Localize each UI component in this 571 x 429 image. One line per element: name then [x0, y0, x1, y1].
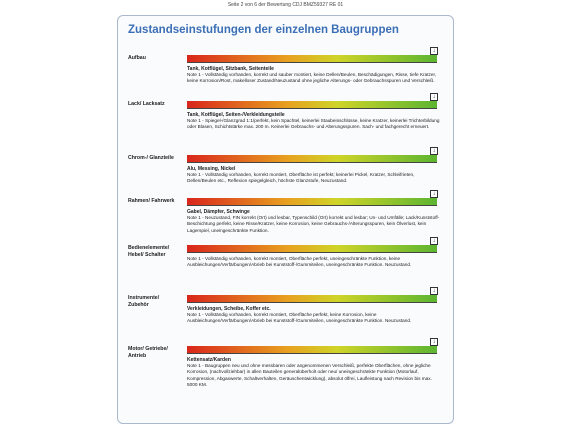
note: Note 1 - Vollständig vorhanden, korrekt … [187, 172, 415, 184]
section-label: Aufbau [128, 55, 146, 61]
section-text: Kettensatz/Karden Note 1 - Baugruppen neu… [187, 357, 442, 388]
parts: Gabel, Dämpfer, Schwinge [187, 209, 250, 215]
section-text: Verkleidungen, Scheibe, Koffer etc. Note … [187, 306, 442, 325]
rating-marker: ↓ [430, 147, 438, 155]
rating-bar [187, 245, 437, 253]
rating-bar [187, 155, 437, 163]
note: Note 1 - Vollständig vorhanden, korrekt … [187, 312, 412, 324]
section-label: Instrumente/ Zubehör [128, 295, 160, 308]
section-label: Bedienelemente/ Hebel/ Schalter [128, 245, 170, 258]
section-text: Alu, Messing, Nickel Note 1 - Vollständig… [187, 166, 442, 185]
parts: Tank, Kotflügel, Seiten-/Verkleidungstei… [187, 112, 285, 118]
section-text: Tank, Kotflügel, Seiten-/Verkleidungstei… [187, 112, 442, 131]
page-header: Seite 2 von 6 der Bewertung CDJ BMZ59327… [227, 2, 344, 8]
note: Note 1 - Vollständig vorhanden, korrekt … [187, 72, 437, 84]
section-label: Motor/ Getriebe/ Antrieb [128, 346, 168, 359]
note: Note 1 - Spiegel-/Glanzgrad 1:1/perfekt,… [187, 118, 440, 130]
parts: Kettensatz/Karden [187, 357, 231, 363]
rating-marker: ↓ [430, 190, 438, 198]
rating-bar [187, 346, 437, 354]
rating-marker: ↓ [430, 93, 438, 101]
rating-marker: ↓ [430, 287, 438, 295]
rating-marker: ↓ [430, 47, 438, 55]
note: Note 1 - Baugruppen neu und ohne messbar… [187, 363, 432, 387]
panel [117, 15, 454, 424]
note: Note 1 - Neuzustand, FIN korrekt (Ort) u… [187, 215, 440, 233]
section-text: Gabel, Dämpfer, Schwinge Note 1 - Neuzust… [187, 209, 442, 234]
section-label: Lack/ Lacksatz [128, 101, 165, 107]
parts: Verkleidungen, Scheibe, Koffer etc. [187, 306, 271, 312]
rating-bar [187, 101, 437, 109]
section-text: Note 1 - Vollständig vorhanden, korrekt … [187, 256, 442, 268]
rating-marker: ↓ [430, 237, 438, 245]
section-text: Tank, Kotflügel, Sitzbank, Seitenteile No… [187, 66, 442, 85]
parts: Alu, Messing, Nickel [187, 166, 236, 172]
note: Note 1 - Vollständig vorhanden, korrekt … [187, 256, 412, 268]
title: Zustandseinstufungen der einzelnen Baugr… [128, 24, 399, 36]
rating-bar [187, 198, 437, 206]
rating-marker: ↓ [430, 338, 438, 346]
rating-bar [187, 295, 437, 303]
section-label: Chrom-/ Glanzteile [128, 155, 174, 161]
parts: Tank, Kotflügel, Sitzbank, Seitenteile [187, 66, 274, 72]
rating-bar [187, 55, 437, 63]
section-label: Rahmen/ Fahrwerk [128, 198, 175, 204]
